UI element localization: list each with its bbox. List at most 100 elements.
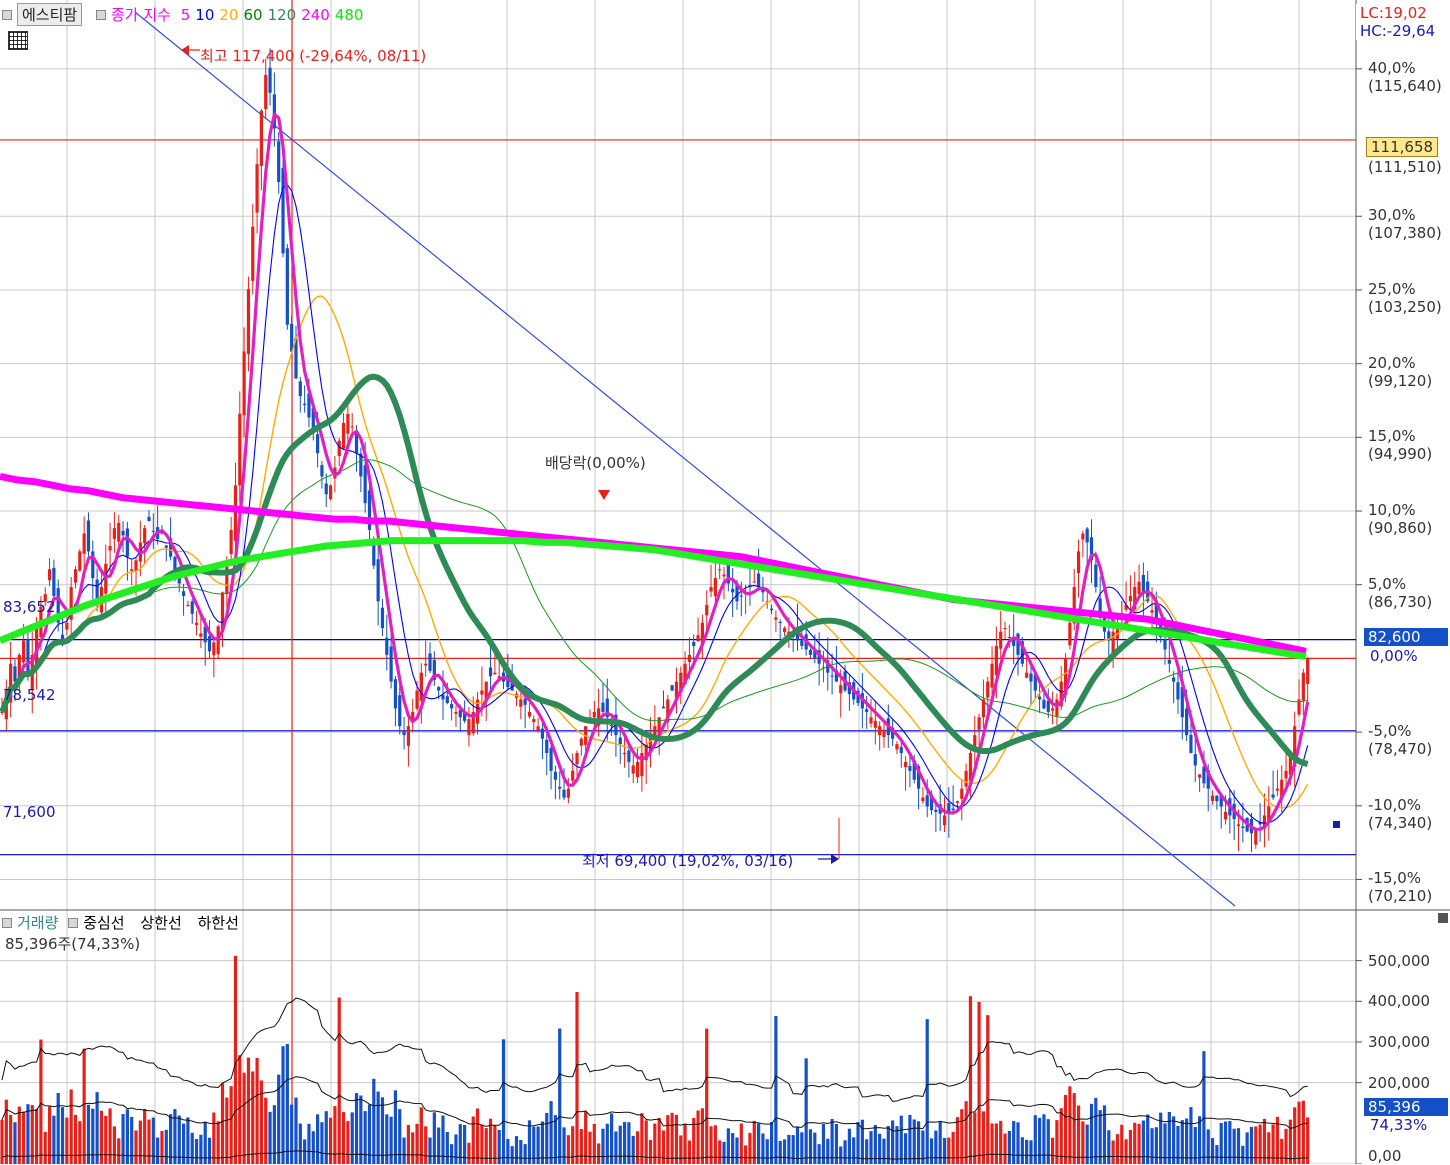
- candle-body: [683, 663, 687, 685]
- volume-bar: [1137, 1123, 1141, 1164]
- candle-body: [618, 737, 622, 745]
- volume-bar: [506, 1138, 510, 1164]
- candle-body: [1288, 752, 1292, 775]
- volume-bar: [225, 1097, 229, 1164]
- volume-bar: [1232, 1128, 1236, 1164]
- indicator-label: 종가 지수: [110, 6, 171, 24]
- candle-body: [246, 289, 251, 354]
- candle-body: [1046, 700, 1050, 712]
- volume-bar: [216, 1121, 220, 1164]
- volume-bar: [268, 1111, 272, 1164]
- price-axis-pct: -5,0%: [1368, 722, 1412, 741]
- volume-bar: [800, 1132, 804, 1164]
- volume-bar: [752, 1120, 756, 1164]
- volume-bar: [493, 1125, 497, 1164]
- candle-body: [445, 696, 449, 704]
- volume-bar: [1293, 1107, 1297, 1164]
- candle-body: [769, 608, 774, 611]
- candle-body: [1306, 658, 1310, 684]
- volume-bar: [622, 1122, 627, 1164]
- candle-body: [644, 744, 648, 761]
- candle-body: [1076, 551, 1081, 574]
- volume-bar: [847, 1128, 851, 1164]
- ma-legend-5[interactable]: 5: [180, 6, 191, 24]
- volume-bar: [1167, 1111, 1171, 1164]
- candle-body: [968, 752, 973, 782]
- candle-body: [916, 766, 921, 789]
- candle-body: [1154, 601, 1158, 623]
- price-axis-label: -10,0% (74,340): [1368, 796, 1432, 832]
- volume-bar: [1050, 1137, 1055, 1164]
- ma-legend-10[interactable]: 10: [195, 6, 215, 24]
- legend-toggle-icon[interactable]: [2, 10, 12, 20]
- volume-bar: [1249, 1126, 1254, 1164]
- volume-bar: [1189, 1107, 1193, 1164]
- volume-bar: [860, 1119, 864, 1164]
- candle-body: [1020, 641, 1024, 664]
- volume-bar: [316, 1114, 320, 1164]
- candle-body: [800, 640, 804, 646]
- panel-close-icon[interactable]: [1438, 913, 1448, 923]
- volume-bar: [406, 1124, 411, 1164]
- ma-legend-240[interactable]: 240: [301, 6, 330, 24]
- candle-body: [480, 690, 484, 695]
- volume-bar: [735, 1137, 739, 1164]
- volume-bar: [1193, 1127, 1197, 1164]
- volume-bar: [826, 1138, 830, 1164]
- volume-bar: [233, 955, 238, 1164]
- candle-body: [203, 626, 207, 643]
- volume-bar: [1271, 1124, 1275, 1164]
- price-axis-label: 5,0% (86,730): [1368, 575, 1432, 611]
- candle-body: [657, 717, 661, 737]
- ma-legend-120[interactable]: 120: [267, 6, 297, 24]
- volume-bar: [389, 1116, 393, 1164]
- price-axis-label: 20,0% (99,120): [1368, 354, 1432, 390]
- candle-body: [705, 604, 709, 616]
- candle-body: [220, 592, 225, 632]
- volume-bar: [1223, 1121, 1228, 1164]
- volume-bar: [484, 1128, 488, 1164]
- volume-bar: [1254, 1126, 1258, 1164]
- ma-legend-60[interactable]: 60: [243, 6, 263, 24]
- volume-bar: [839, 1146, 843, 1164]
- candle-body: [34, 628, 39, 666]
- candle-body: [925, 795, 929, 807]
- candle-body: [1038, 696, 1042, 700]
- candle-body: [65, 622, 69, 630]
- volume-bar: [1033, 1115, 1037, 1164]
- candle-body: [181, 591, 186, 596]
- candle-body: [458, 709, 462, 718]
- candle-body: [389, 646, 393, 682]
- candle-body: [532, 719, 536, 723]
- candle-body: [955, 801, 960, 803]
- candle-body: [947, 803, 951, 814]
- volume-bar: [804, 1058, 808, 1164]
- ma-legend-480[interactable]: 480: [334, 6, 364, 24]
- volume-bar: [566, 1135, 570, 1164]
- candle-body: [558, 786, 562, 789]
- volume-toggle-icon[interactable]: [2, 918, 12, 928]
- candle-body: [545, 739, 549, 753]
- price-axis-price: (107,380): [1368, 224, 1442, 243]
- ma-legend-20[interactable]: 20: [219, 6, 239, 24]
- price-axis-price: (78,470): [1368, 740, 1433, 759]
- price-axis-price: (94,990): [1368, 445, 1433, 464]
- candle-body: [43, 594, 47, 602]
- volume-bar: [424, 1126, 428, 1164]
- candle-body: [635, 761, 640, 778]
- volume-bar: [138, 1120, 142, 1164]
- candle-body: [1068, 622, 1072, 646]
- price-axis-label: 30,0% (107,380): [1368, 206, 1442, 242]
- candle-body: [1210, 795, 1215, 801]
- volume-bar: [627, 1122, 631, 1164]
- candle-body: [605, 698, 609, 718]
- stock-name-button[interactable]: 에스티팜: [17, 3, 83, 26]
- volume-bar: [666, 1115, 670, 1164]
- volume-bar: [1038, 1117, 1042, 1164]
- volume-bar: [921, 1130, 925, 1164]
- candle-body: [1085, 528, 1089, 543]
- candle-body: [1202, 766, 1206, 784]
- price-axis-pct: 20,0%: [1368, 353, 1416, 372]
- table-view-icon[interactable]: [8, 31, 28, 50]
- candle-body: [212, 642, 216, 656]
